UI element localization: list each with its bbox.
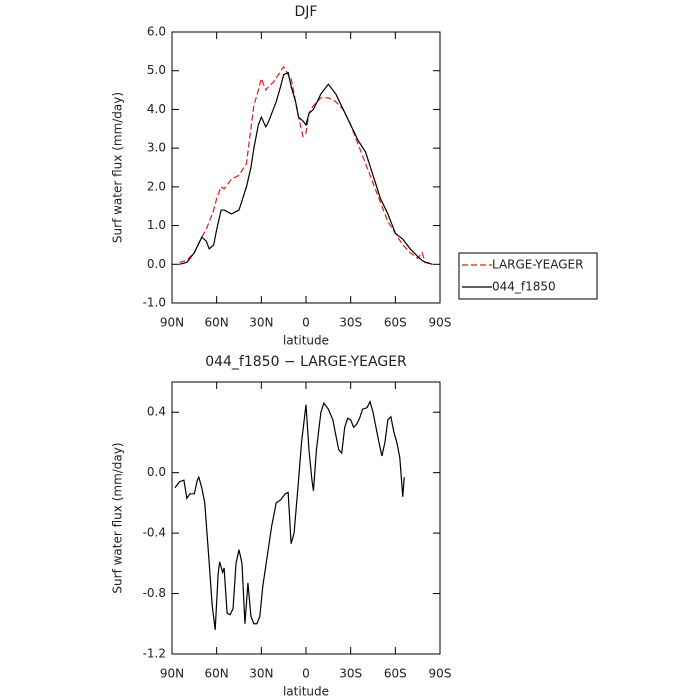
x-tick-label: 30N: [249, 667, 273, 681]
y-axis-label: Surf water flux (mm/day): [111, 92, 125, 243]
y-tick-label: 0.0: [147, 257, 166, 271]
y-tick-label: 3.0: [147, 141, 166, 155]
y-tick-label: 2.0: [147, 179, 166, 193]
x-tick-label: 30N: [249, 316, 273, 330]
line: [179, 65, 433, 265]
x-tick-label: 30S: [339, 316, 362, 330]
y-tick-label: -0.4: [143, 526, 166, 540]
x-tick-label: 0: [302, 667, 310, 681]
y-tick-label: 6.0: [147, 25, 166, 39]
y-tick-label: -0.8: [143, 586, 166, 600]
y-tick-label: 5.0: [147, 63, 166, 77]
x-tick-label: 90S: [429, 316, 452, 330]
x-tick-label: 0: [302, 316, 310, 330]
x-tick-label: 90N: [160, 667, 184, 681]
x-tick-label: 60S: [384, 316, 407, 330]
x-axis-label: latitude: [283, 334, 329, 348]
y-tick-label: -1.0: [143, 296, 166, 310]
line: [179, 71, 433, 265]
x-tick-label: 60N: [205, 667, 229, 681]
x-tick-label: 90S: [429, 667, 452, 681]
x-axis-label: latitude: [283, 685, 329, 699]
legend-label: LARGE-YEAGER: [492, 258, 583, 272]
plot-frame: [171, 381, 441, 655]
legend: LARGE-YEAGER 044_f1850: [458, 252, 598, 300]
y-axis-label: Surf water flux (mm/day): [111, 442, 125, 593]
y-tick-label: -1.2: [143, 647, 166, 661]
x-tick-label: 90N: [160, 316, 184, 330]
line: [174, 399, 405, 630]
x-tick-label: 30S: [339, 667, 362, 681]
legend-box: [458, 252, 598, 300]
x-tick-label: 60S: [384, 667, 407, 681]
chart-title: DJF: [295, 4, 318, 20]
y-tick-label: 1.0: [147, 218, 166, 232]
plot-frame: [171, 31, 441, 304]
chart-title: 044_f1850 − LARGE-YEAGER: [205, 354, 407, 370]
y-tick-label: 0.0: [147, 465, 166, 479]
x-tick-label: 60N: [205, 316, 229, 330]
y-tick-label: 0.4: [147, 405, 166, 419]
y-tick-label: 4.0: [147, 102, 166, 116]
legend-label: 044_f1850: [492, 280, 556, 294]
